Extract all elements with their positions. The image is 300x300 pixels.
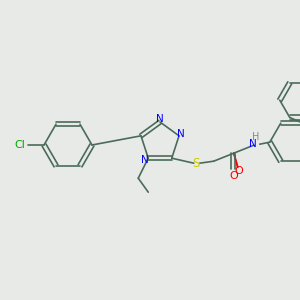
Text: H: H <box>252 132 260 142</box>
Text: N: N <box>177 129 185 139</box>
Text: N: N <box>156 114 164 124</box>
Text: Cl: Cl <box>15 140 26 150</box>
Text: O: O <box>234 166 243 176</box>
Text: S: S <box>192 157 200 170</box>
Text: N: N <box>141 155 149 165</box>
Text: O: O <box>230 171 238 181</box>
Text: N: N <box>249 139 256 149</box>
